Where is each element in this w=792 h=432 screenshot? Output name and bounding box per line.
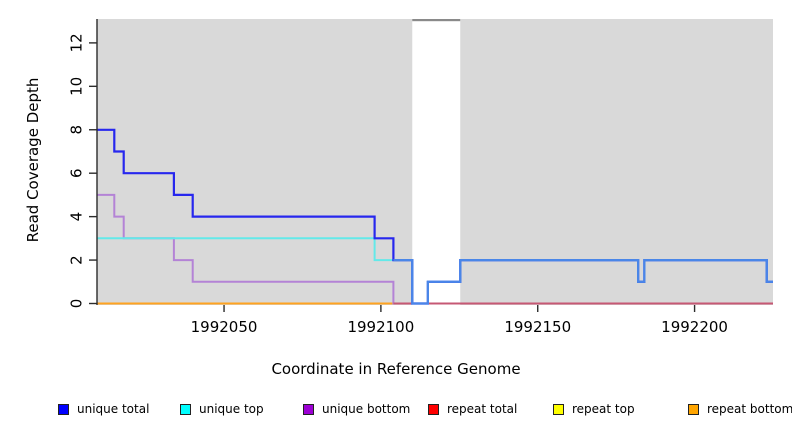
x-tick-label: 1992200 [661, 318, 728, 336]
legend-item-repeat-top: repeat top [553, 398, 635, 420]
y-tick-label: 4 [68, 212, 86, 222]
legend-item-repeat-total: repeat total [428, 398, 517, 420]
masked-region-top-line [412, 19, 461, 22]
x-axis-title: Coordinate in Reference Genome [271, 360, 521, 378]
overlay-total-top-blend [393, 259, 773, 305]
legend-swatch-icon [688, 403, 699, 415]
legend-label: repeat total [447, 402, 518, 416]
y-tick-label: 2 [68, 255, 86, 265]
legend-item-unique-total: unique total [58, 398, 149, 420]
legend-label: repeat bottom [707, 402, 792, 416]
legend-swatch-icon [58, 403, 69, 415]
y-tick-label: 8 [68, 125, 86, 135]
legend-swatch-icon [303, 403, 314, 415]
y-axis-title: Read Coverage Depth [24, 77, 42, 243]
x-tick-label: 1992100 [347, 318, 414, 336]
coverage-plot: 0 2 4 6 8 10 12 1992050 1992100 1992150 1992200 [68, 19, 773, 336]
y-tick-label: 12 [68, 33, 86, 52]
series-unique-bottom [97, 193, 773, 305]
legend-swatch-icon [553, 403, 564, 415]
legend-item-unique-bottom: unique bottom [303, 398, 410, 420]
x-tick-label: 1992050 [191, 318, 258, 336]
legend-item-unique-top: unique top [180, 398, 264, 420]
y-tick-label: 6 [68, 168, 86, 178]
legend-label: repeat top [572, 402, 635, 416]
y-tick-label: 0 [68, 299, 86, 309]
x-tick-label: 1992150 [504, 318, 571, 336]
chart-legend: unique total unique top unique bottom repea… [0, 398, 792, 422]
legend-item-repeat-bottom: repeat bottom [688, 398, 792, 420]
masked-region-band [412, 19, 461, 305]
legend-label: unique bottom [322, 402, 411, 416]
legend-swatch-icon [180, 403, 191, 415]
legend-label: unique total [77, 402, 150, 416]
legend-swatch-icon [428, 403, 439, 415]
y-tick-label: 10 [68, 77, 86, 96]
legend-label: unique top [199, 402, 264, 416]
